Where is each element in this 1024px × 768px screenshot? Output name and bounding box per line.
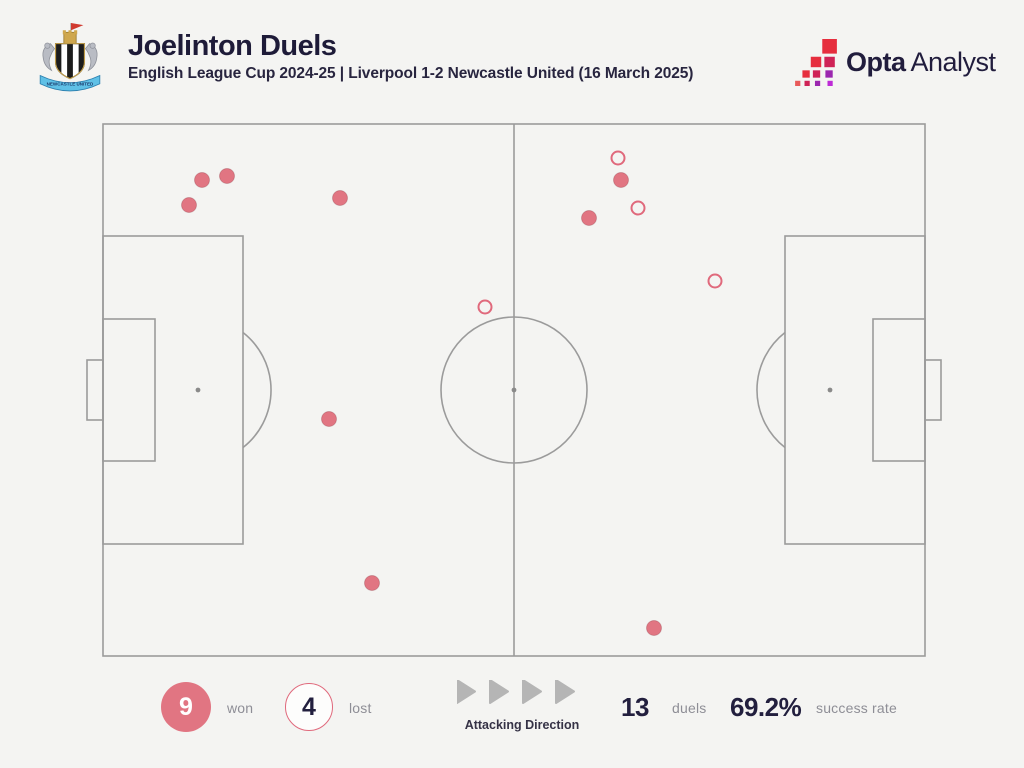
brand-logo: Opta Analyst <box>795 39 996 86</box>
duel-marker-won <box>181 197 197 213</box>
left-penalty-spot <box>195 387 201 393</box>
club-badge-icon: NEWCASTLE UNITED <box>39 23 101 92</box>
duel-marker-won <box>613 172 629 188</box>
duels-total-value: 13 <box>621 692 649 722</box>
opta-squares-icon <box>795 39 837 86</box>
duel-marker-lost <box>477 299 493 315</box>
arrow-right-icon <box>555 680 575 704</box>
duel-marker-won <box>332 190 348 206</box>
pitch <box>86 123 942 657</box>
duel-marker-won <box>581 210 597 226</box>
brand-name-bold: Opta <box>846 47 906 77</box>
duel-marker-won <box>646 620 662 636</box>
pitch-chart <box>78 114 950 666</box>
won-label: won <box>227 700 254 716</box>
attacking-direction-label: Attacking Direction <box>464 718 580 732</box>
duel-marker-won <box>321 411 337 427</box>
lost-count: 4 <box>302 692 316 721</box>
duel-marker-won <box>364 575 380 591</box>
left-penalty-arc <box>242 331 272 449</box>
attacking-direction-arrows <box>457 680 575 704</box>
right-penalty-arc <box>756 331 786 449</box>
lost-label: lost <box>349 700 372 716</box>
won-count-badge: 9 <box>161 682 211 732</box>
lost-count-badge: 4 <box>285 683 333 731</box>
left-goal <box>86 359 104 421</box>
right-penalty-spot <box>827 387 833 393</box>
right-penalty-area <box>784 235 926 545</box>
badge-banner-text: NEWCASTLE UNITED <box>47 81 94 86</box>
left-penalty-area <box>102 235 244 545</box>
brand-name-regular: Analyst <box>910 47 997 77</box>
duel-marker-won <box>194 172 210 188</box>
page-subtitle: English League Cup 2024-25 | Liverpool 1… <box>128 65 694 82</box>
brand-name: Opta Analyst <box>846 47 996 78</box>
duels-total-label: duels <box>672 700 707 716</box>
arrow-right-icon <box>522 680 542 704</box>
page-title: Joelinton Duels <box>128 30 337 62</box>
right-six-yard-box <box>872 318 926 462</box>
duel-marker-lost <box>610 150 626 166</box>
arrow-right-icon <box>489 680 509 704</box>
right-goal <box>924 359 942 421</box>
arrow-right-icon <box>457 680 476 704</box>
center-circle <box>440 316 588 464</box>
duel-markers <box>181 150 723 636</box>
success-rate-label: success rate <box>816 700 897 716</box>
duel-marker-lost <box>707 273 723 289</box>
duel-marker-lost <box>630 200 646 216</box>
duel-marker-won <box>219 168 235 184</box>
center-spot <box>511 387 517 393</box>
success-rate-value: 69.2% <box>730 692 802 722</box>
won-count: 9 <box>179 692 193 721</box>
left-six-yard-box <box>102 318 156 462</box>
